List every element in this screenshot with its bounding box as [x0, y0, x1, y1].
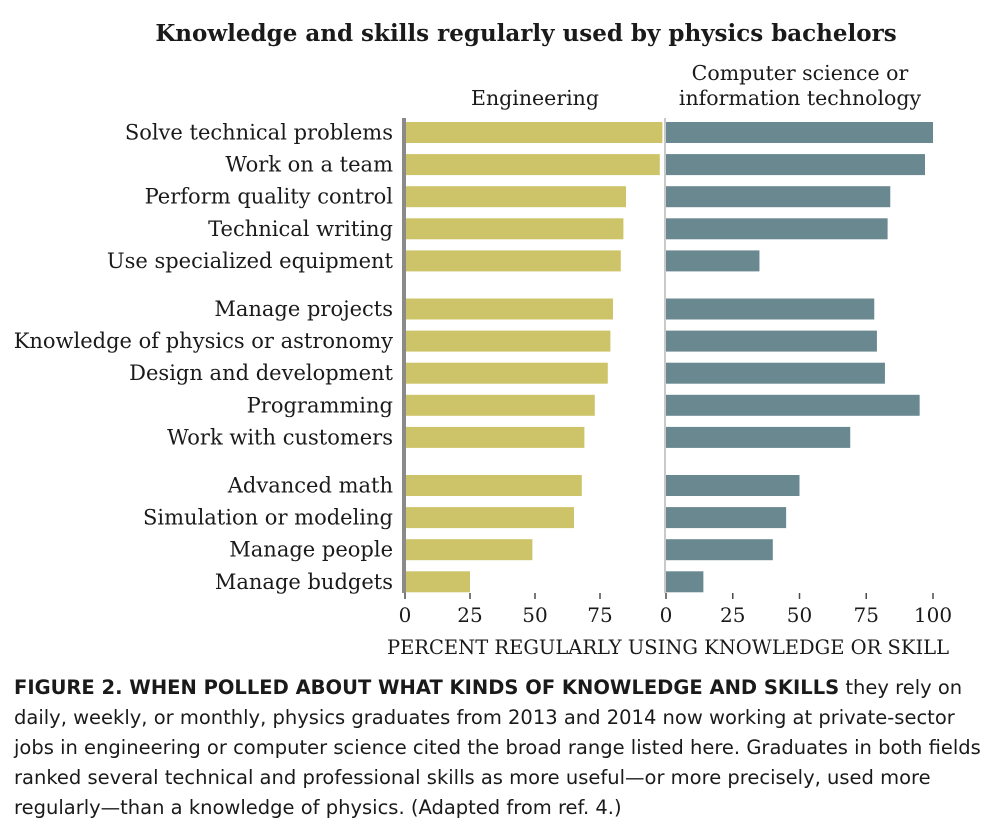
- bars: [405, 122, 933, 593]
- bar-cs-it: [666, 154, 925, 176]
- category-label: Manage people: [229, 538, 393, 562]
- category-label: Knowledge of physics or astronomy: [14, 329, 393, 353]
- category-label: Technical writing: [208, 217, 393, 241]
- series-header-cs-it: Computer science or: [692, 61, 909, 85]
- bar-engineering: [405, 122, 663, 143]
- bar-engineering: [405, 362, 608, 384]
- category-label: Advanced math: [227, 474, 393, 498]
- bar-cs-it: [666, 394, 920, 416]
- bar-engineering: [405, 250, 621, 272]
- x-tick-label: 75: [854, 603, 879, 627]
- bar-engineering: [405, 186, 626, 208]
- figure-caption: FIGURE 2. WHEN POLLED ABOUT WHAT KINDS O…: [14, 673, 982, 823]
- bar-chart: Knowledge and skills regularly used by p…: [14, 20, 952, 659]
- bar-engineering: [405, 298, 613, 320]
- caption-body: they rely on daily, weekly, or monthly, …: [14, 676, 981, 819]
- category-labels: Solve technical problems Work on a team Pe…: [14, 121, 394, 594]
- category-label: Manage projects: [214, 297, 393, 321]
- bar-engineering: [405, 330, 611, 352]
- x-tick-label: 50: [787, 603, 812, 627]
- bar-cs-it: [666, 250, 760, 272]
- bar-engineering: [405, 218, 624, 240]
- category-label: Programming: [247, 393, 393, 417]
- x-tick-label: 0: [399, 603, 412, 627]
- x-tick-label: 75: [587, 603, 612, 627]
- x-tick-label: 25: [720, 603, 745, 627]
- bar-cs-it: [666, 298, 875, 320]
- series-header-cs-it: information technology: [679, 86, 922, 110]
- bar-cs-it: [666, 362, 885, 384]
- category-label: Simulation or modeling: [143, 506, 393, 530]
- bar-cs-it: [666, 330, 877, 352]
- category-label: Design and development: [129, 361, 393, 385]
- chart-figure: Knowledge and skills regularly used by p…: [14, 20, 952, 659]
- x-tick-label: 0: [660, 603, 673, 627]
- category-label: Work on a team: [225, 153, 393, 177]
- bar-engineering: [405, 426, 585, 448]
- bar-cs-it: [666, 539, 773, 561]
- bar-cs-it: [666, 426, 851, 448]
- bar-engineering: [405, 539, 533, 561]
- x-tick-label: 25: [457, 603, 482, 627]
- category-label: Solve technical problems: [125, 121, 393, 145]
- bar-engineering: [405, 475, 582, 496]
- bar-cs-it: [666, 507, 787, 529]
- bar-cs-it: [666, 218, 888, 240]
- category-label: Work with customers: [167, 425, 393, 449]
- category-label: Manage budgets: [215, 570, 393, 594]
- bar-cs-it: [666, 571, 704, 593]
- series-headers: Engineering Computer science orinformatio…: [471, 61, 922, 110]
- bar-engineering: [405, 394, 595, 416]
- bar-engineering: [405, 507, 574, 529]
- chart-title: Knowledge and skills regularly used by p…: [155, 20, 896, 47]
- bar-cs-it: [666, 475, 800, 496]
- bar-cs-it: [666, 186, 891, 208]
- x-tick-label: 100: [914, 603, 952, 627]
- category-label: Perform quality control: [145, 185, 394, 209]
- bar-engineering: [405, 154, 660, 176]
- axes: 0 25 50 75 0 25 50 75 100: [399, 118, 952, 627]
- bar-cs-it: [666, 122, 933, 143]
- x-tick-label: 50: [522, 603, 547, 627]
- bar-engineering: [405, 571, 470, 593]
- x-axis-label: PERCENT REGULARLY USING KNOWLEDGE OR SKI…: [387, 636, 949, 659]
- caption-lead: FIGURE 2. WHEN POLLED ABOUT WHAT KINDS O…: [14, 676, 840, 699]
- category-label: Use specialized equipment: [107, 249, 394, 273]
- series-header-engineering: Engineering: [471, 86, 599, 110]
